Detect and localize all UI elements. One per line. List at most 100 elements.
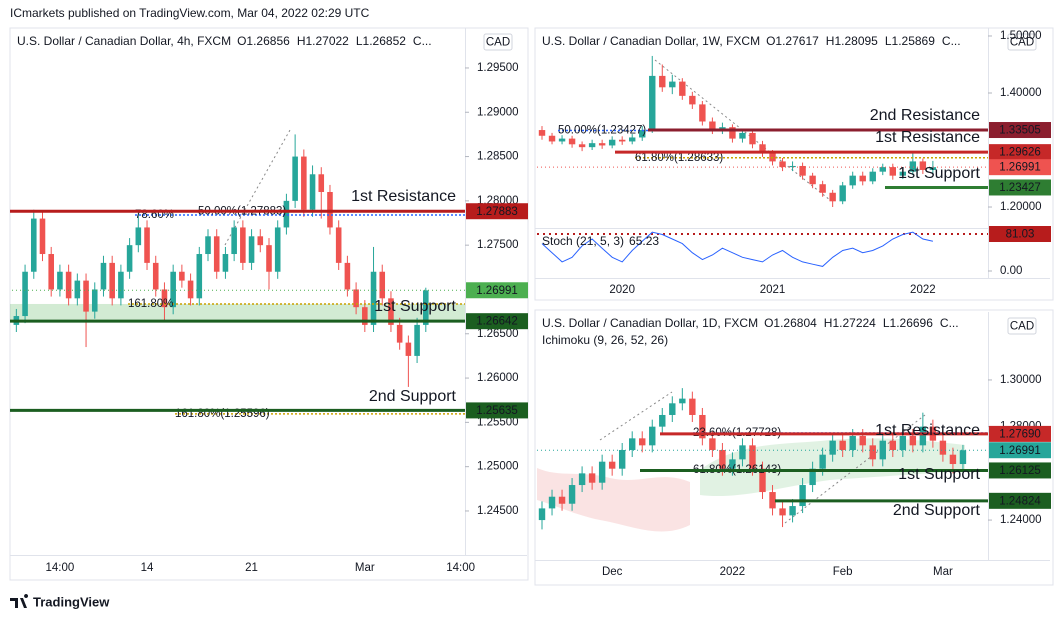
candle-body — [659, 75, 666, 88]
candle-body — [30, 218, 37, 272]
candle-body — [859, 436, 866, 446]
candle-body — [608, 139, 616, 146]
candle-body — [909, 161, 917, 172]
candle-body — [679, 81, 686, 96]
candle-body — [779, 161, 786, 168]
level-annotation: 1st Resistance — [875, 422, 980, 439]
chart-panel: U.S. Dollar / Canadian Dollar, 1W, FXCM O… — [535, 28, 1051, 296]
candle-body — [919, 161, 927, 170]
price-label: 1.26991 — [999, 162, 1041, 174]
candle-body — [405, 342, 412, 356]
candle-body — [789, 165, 796, 168]
chart-panel: U.S. Dollar / Canadian Dollar, 1D, FXCM O… — [535, 312, 1051, 578]
currency-label: CAD — [1010, 37, 1034, 49]
indicator-value: 65.23 — [629, 234, 659, 248]
x-tick-label: Mar — [933, 566, 953, 578]
x-tick-label: Mar — [355, 562, 375, 574]
price-label: 1.24824 — [999, 495, 1041, 507]
candle-body — [353, 289, 359, 308]
candle-body — [396, 324, 403, 343]
candle-body — [248, 236, 255, 263]
candle-body — [74, 280, 81, 299]
x-tick-label: 14:00 — [446, 562, 475, 574]
price-label: 1.27883 — [476, 206, 518, 218]
currency-box — [483, 33, 513, 51]
x-tick-label: 2021 — [760, 284, 786, 296]
candle-body — [344, 262, 351, 290]
candle-body — [568, 138, 576, 145]
candle-body — [659, 414, 666, 427]
x-tick-label: 2022 — [720, 566, 746, 578]
currency-box — [1007, 317, 1037, 335]
candle-body — [889, 440, 896, 451]
candle-body — [379, 271, 386, 299]
candle-body — [729, 127, 736, 139]
currency-label: CAD — [1010, 321, 1034, 333]
candle-body — [779, 508, 786, 516]
publisher-line: ICmarkets published on TradingView.com, … — [10, 6, 370, 20]
candle-body — [588, 143, 596, 148]
candle-body — [309, 174, 316, 210]
candle-body — [849, 175, 856, 186]
candle-body — [618, 450, 626, 469]
level-annotation: 1st Support — [374, 298, 456, 315]
candle-body — [187, 280, 194, 299]
candle-body — [22, 271, 28, 317]
candle-body — [266, 245, 272, 272]
candle-body — [578, 144, 586, 148]
candle-body — [699, 414, 706, 439]
fib-label: 161.80% — [128, 298, 173, 310]
cloud-bullish — [700, 438, 965, 497]
candle-body — [859, 175, 866, 182]
panel-frame — [9, 27, 529, 581]
candle-body — [869, 445, 876, 460]
indicator-title: Ichimoku (9, 26, 52, 26) — [542, 333, 668, 347]
candle-body — [588, 473, 596, 483]
candle-body — [719, 450, 726, 469]
candle-body — [709, 121, 716, 131]
candle-body — [819, 454, 826, 469]
indicator-line — [541, 231, 934, 267]
trend-line — [654, 59, 831, 201]
candle-body — [709, 438, 716, 451]
x-tick-label: 2020 — [609, 284, 635, 296]
candle-body — [809, 468, 816, 486]
fib-label: 61.80%(1.28633) — [635, 152, 723, 164]
candle-body — [819, 184, 826, 193]
candle-body — [548, 135, 556, 142]
x-tick-label: 2022 — [910, 284, 936, 296]
cloud-bearish — [537, 468, 690, 532]
candle-body — [839, 185, 846, 202]
price-label: 1.26125 — [999, 465, 1041, 477]
candle-body — [362, 307, 368, 325]
y-tick-label: 1.20000 — [1000, 201, 1042, 213]
candle-body — [257, 236, 264, 246]
candle-body — [899, 171, 907, 176]
level-annotation: 1st Resistance — [875, 129, 980, 146]
currency-box — [1007, 33, 1037, 51]
ohlc-value: O1.26856 — [237, 34, 290, 48]
candle-body — [548, 496, 556, 509]
candle-body — [578, 473, 586, 486]
candle-body — [879, 440, 886, 460]
price-label-box — [989, 144, 1051, 161]
ohlc-value: C... — [413, 34, 432, 48]
y-tick-label: 1.26500 — [477, 328, 519, 340]
candle-body — [292, 156, 298, 201]
candle-body — [598, 143, 606, 146]
indicator-level-label: 81.03 — [1006, 229, 1035, 241]
price-label-box — [466, 402, 528, 419]
price-label: 1.23427 — [999, 182, 1041, 194]
indicator-tick-label: 0.00 — [1000, 265, 1022, 277]
candle-body — [301, 156, 307, 210]
candle-body — [205, 236, 211, 255]
candle-body — [618, 139, 626, 142]
y-tick-label: 1.29500 — [477, 62, 519, 74]
price-label: 1.25635 — [476, 405, 518, 417]
price-label: 1.26991 — [999, 445, 1041, 457]
candle-body — [161, 289, 168, 308]
candle-body — [889, 167, 896, 176]
candle-body — [558, 496, 566, 504]
trend-line — [224, 129, 291, 246]
panel-frame — [534, 309, 1054, 586]
